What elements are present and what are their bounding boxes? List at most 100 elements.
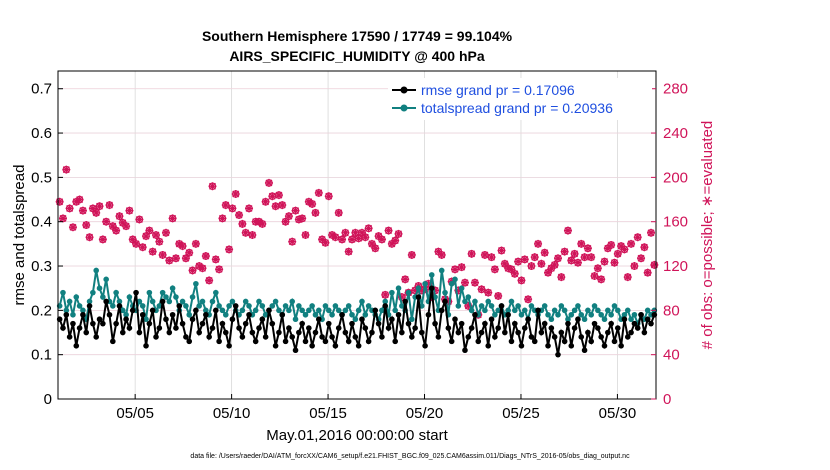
obs-evaluated-point (467, 249, 476, 258)
rmse-point (286, 325, 292, 331)
x-axis-label: May.01,2016 00:00:00 start (266, 427, 448, 444)
obs-evaluated-point (633, 233, 642, 242)
obs-evaluated-point (175, 239, 184, 248)
totalspread-point (541, 303, 548, 309)
totalspread-point (442, 289, 448, 296)
rmse-point (359, 316, 365, 323)
rmse-point (418, 329, 425, 336)
totalspread-point (588, 311, 595, 318)
rmse-point (581, 347, 588, 354)
obs-evaluated-point (58, 214, 67, 223)
totalspread-point (269, 303, 276, 309)
obs-evaluated-point (357, 228, 366, 237)
obs-evaluated-point (341, 228, 350, 237)
rmse-point (598, 334, 604, 340)
rmse-point (548, 325, 555, 331)
totalspread-point (608, 311, 614, 318)
obs-evaluated-point (294, 215, 303, 224)
rmse-point (249, 329, 256, 336)
rmse-point (628, 329, 634, 336)
rmse-point (352, 334, 359, 340)
obs-evaluated-point (567, 256, 576, 265)
obs-evaluated-point (507, 265, 516, 274)
totalspread-point (322, 303, 329, 309)
rmse-point (412, 325, 418, 331)
obs-evaluated-point (271, 202, 280, 211)
rmse-point (495, 325, 501, 331)
rmse-point (319, 334, 325, 340)
y-right-tick-label: 160 (663, 214, 688, 231)
rmse-point (302, 338, 309, 345)
rmse-series (56, 285, 658, 358)
totalspread-point (455, 303, 462, 309)
obs-evaluated-point (115, 212, 124, 221)
y-left-tick-label: 0.7 (31, 81, 52, 98)
y-left-tick-label: 0.4 (31, 214, 52, 231)
y-left-tick-label: 0.5 (31, 169, 52, 186)
rmse-point (203, 311, 209, 318)
obs-evaluated-point (344, 247, 353, 256)
rmse-point (153, 334, 159, 340)
rmse-point (452, 316, 458, 323)
rmse-point (422, 343, 428, 349)
obs-evaluated-point (487, 253, 496, 262)
totalspread-point (611, 303, 618, 309)
obs-evaluated-point (637, 254, 646, 263)
totalspread-point (422, 280, 428, 287)
obs-evaluated-point (261, 197, 270, 206)
obs-evaluated-point (82, 221, 91, 230)
obs-evaluated-point (647, 228, 656, 237)
rmse-point (196, 329, 202, 336)
rmse-point (568, 343, 575, 349)
obs-evaluated-point (590, 272, 599, 280)
obs-evaluated-point (583, 244, 592, 253)
obs-evaluated-point (527, 262, 536, 271)
rmse-point (618, 343, 624, 349)
rmse-point (242, 320, 249, 327)
obs-evaluated-point (171, 254, 180, 263)
totalspread-point (123, 311, 129, 318)
rmse-point (415, 294, 422, 300)
rmse-point (571, 325, 578, 331)
rmse-point (339, 311, 345, 318)
rmse-point (335, 325, 342, 331)
rmse-point (648, 320, 654, 327)
totalspread-point (103, 276, 109, 283)
obs-evaluated-point (334, 208, 343, 217)
obs-evaluated-point (451, 265, 460, 274)
totalspread-point (289, 298, 296, 305)
x-tick-label: 05/20 (406, 405, 444, 422)
obs-evaluated-point (374, 232, 383, 241)
obs-evaluated-point (613, 249, 622, 258)
totalspread-point (113, 289, 119, 296)
rmse-point (143, 343, 149, 349)
obs-evaluated-point (510, 269, 519, 278)
rmse-point (226, 343, 232, 349)
totalspread-point (379, 307, 385, 314)
rmse-point (252, 338, 259, 345)
obs-evaluated-point (550, 260, 559, 269)
obs-evaluated-point (102, 217, 111, 226)
totalspread-point (332, 303, 339, 309)
rmse-point (565, 320, 571, 327)
obs-evaluated-point (617, 242, 626, 251)
totalspread-point (143, 316, 149, 323)
rmse-point (83, 329, 90, 336)
rmse-point (634, 325, 641, 331)
obs-evaluated-point (407, 250, 416, 259)
y-left-tick-label: 0.3 (31, 258, 52, 275)
rmse-point (163, 316, 169, 323)
rmse-point (382, 303, 389, 309)
obs-evaluated-point (311, 208, 320, 217)
obs-evaluated-point (254, 217, 263, 226)
totalspread-point (239, 307, 246, 314)
rmse-point (541, 320, 548, 327)
x-tick-label: 05/10 (213, 405, 251, 422)
obs-evaluated-point (537, 259, 546, 268)
totalspread-point (521, 307, 528, 314)
obs-evaluated-point (258, 219, 267, 228)
obs-evaluated-point (185, 248, 194, 257)
totalspread-point (415, 285, 422, 291)
rmse-point (475, 338, 482, 345)
totalspread-point (63, 307, 70, 314)
